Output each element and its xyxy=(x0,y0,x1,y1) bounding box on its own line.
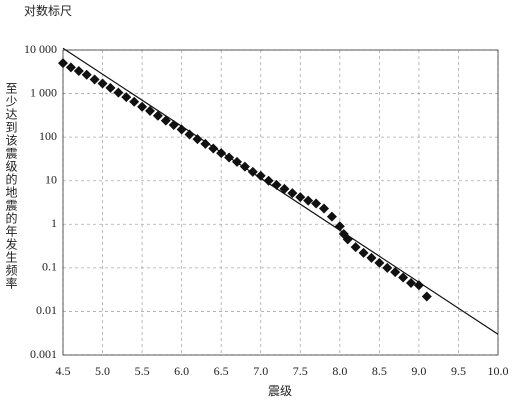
fit-line xyxy=(62,47,499,335)
data-point xyxy=(73,65,84,76)
y-tick-label: 0.001 xyxy=(30,347,57,361)
data-point xyxy=(97,78,108,89)
y-tick-label: 100 xyxy=(39,129,57,143)
data-point xyxy=(287,188,298,199)
data-point xyxy=(81,69,92,80)
data-point xyxy=(366,252,377,263)
data-point xyxy=(319,203,329,214)
data-point xyxy=(390,267,401,278)
data-point xyxy=(184,129,195,140)
data-point xyxy=(350,242,361,253)
data-point xyxy=(129,96,140,107)
data-point xyxy=(192,134,203,145)
data-point xyxy=(200,138,211,149)
data-point xyxy=(382,262,393,273)
data-point xyxy=(58,58,68,69)
y-tick-label: 0.1 xyxy=(42,260,57,274)
x-tick-label: 9.5 xyxy=(451,364,466,378)
data-point xyxy=(406,277,416,288)
x-tick-label: 4.5 xyxy=(56,364,71,378)
x-tick-label: 8.5 xyxy=(372,364,387,378)
x-tick-label: 6.5 xyxy=(214,364,229,378)
data-point xyxy=(326,211,337,222)
x-tick-label: 5.0 xyxy=(95,364,110,378)
data-point xyxy=(279,183,290,194)
x-tick-label: 6.0 xyxy=(174,364,189,378)
data-point xyxy=(89,74,100,85)
y-tick-label: 10 xyxy=(45,172,57,186)
y-tick-label: 1 xyxy=(51,216,57,230)
y-tick-label: 1 000 xyxy=(30,85,57,99)
data-point xyxy=(255,170,266,181)
data-point xyxy=(145,105,155,116)
data-point xyxy=(303,195,314,206)
x-tick-label: 10.0 xyxy=(488,364,509,378)
data-point xyxy=(137,101,148,112)
plot-frame xyxy=(62,49,499,356)
data-point xyxy=(421,291,432,302)
x-tick-label: 5.5 xyxy=(135,364,150,378)
y-axis-label: 至少达到该震级的地震的年发生频率 xyxy=(4,82,18,290)
data-point xyxy=(176,124,187,135)
y-tick-label: 0.01 xyxy=(36,303,57,317)
data-point xyxy=(398,272,409,283)
data-point xyxy=(295,192,306,203)
data-point xyxy=(358,247,369,258)
data-point xyxy=(113,87,124,98)
data-point xyxy=(105,82,116,93)
x-tick-label: 8.0 xyxy=(332,364,347,378)
y-tick-label: 10 000 xyxy=(24,42,57,56)
chart-title: 对数标尺 xyxy=(24,3,72,18)
data-point xyxy=(263,175,274,186)
data-point xyxy=(121,92,132,103)
data-point xyxy=(152,110,163,121)
data-point xyxy=(413,280,424,291)
x-tick-label: 9.0 xyxy=(411,364,426,378)
x-axis-label: 震级 xyxy=(268,384,292,398)
data-point xyxy=(65,62,76,73)
data-point xyxy=(160,115,171,126)
x-tick-label: 7.0 xyxy=(253,364,268,378)
data-point xyxy=(311,198,322,209)
data-point xyxy=(374,257,385,268)
x-tick-label: 7.5 xyxy=(293,364,308,378)
